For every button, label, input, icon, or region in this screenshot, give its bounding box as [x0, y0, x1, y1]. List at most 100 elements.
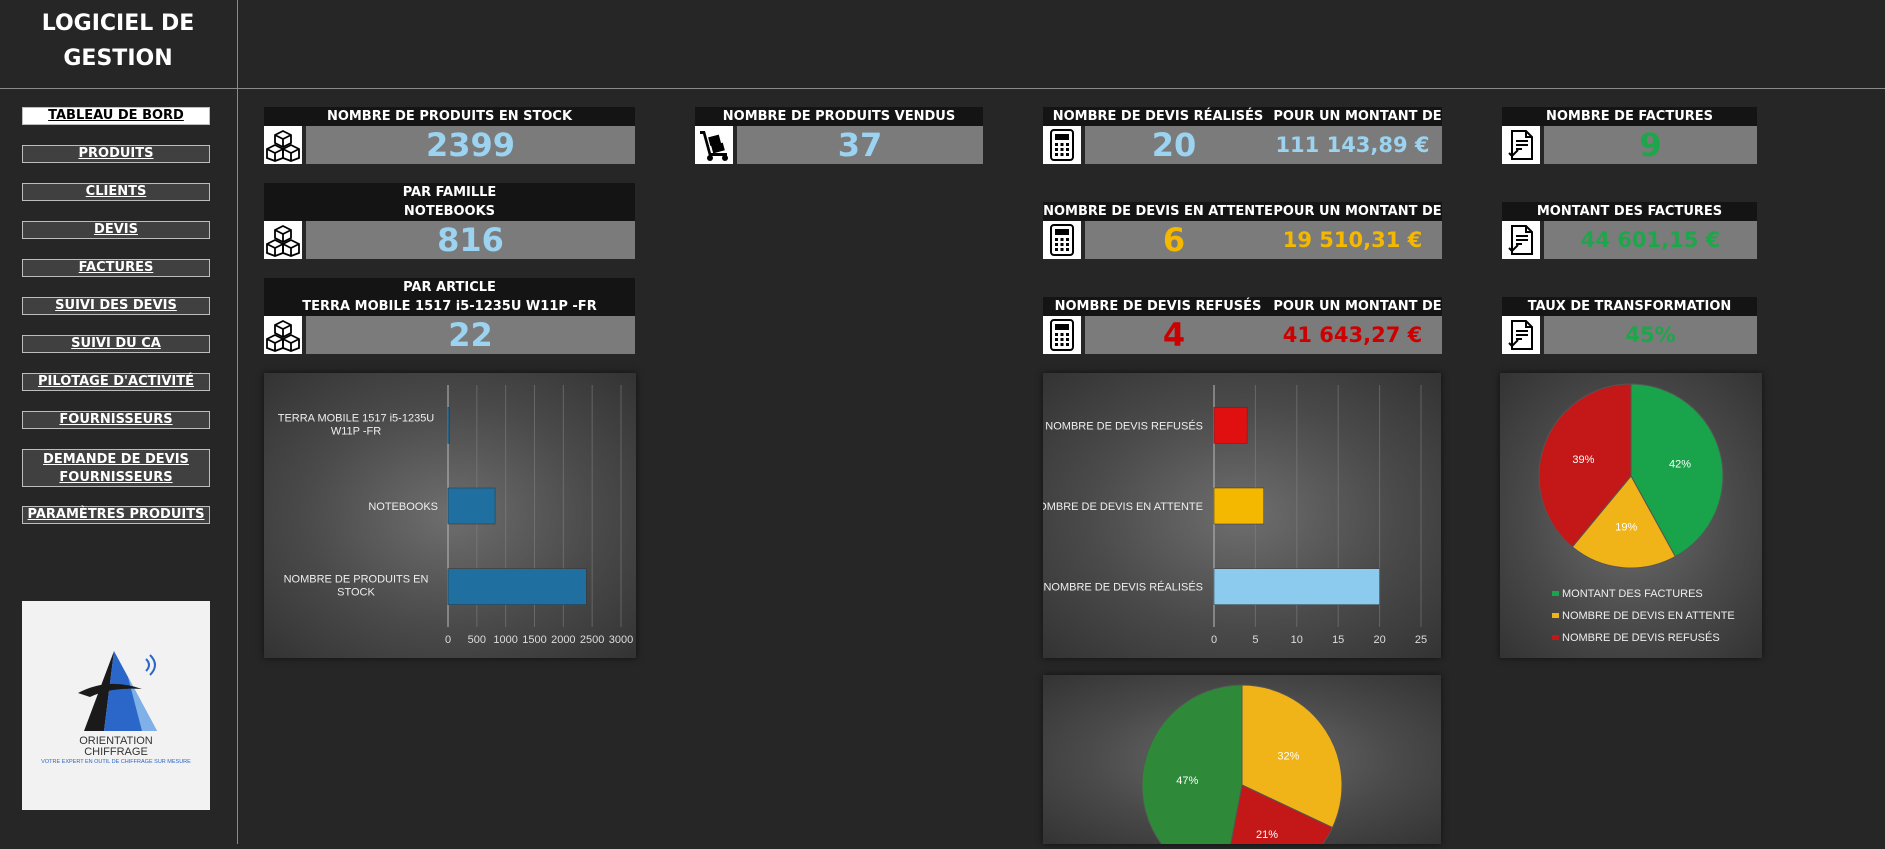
- stock-card-value: 2399: [306, 126, 635, 164]
- devis-pie-slice: [1229, 784, 1334, 849]
- factures-pie-legend-swatch: [1552, 613, 1559, 618]
- devis-realises-value: 20: [1085, 126, 1263, 164]
- calculator-icon: [1043, 316, 1081, 354]
- stock-chart-tick-label: 1500: [522, 634, 546, 646]
- devis-bar-chart: 0 5 10 15 20 25 NOMBRE DE DEVIS REFUSÉS NOMBRE …: [1030, 373, 1441, 658]
- logo-line2: CHIFFRAGE: [84, 746, 148, 758]
- factures-pie-slice: [1571, 475, 1677, 569]
- devis-chart-category-label: NOMBRE DE DEVIS RÉALISÉS: [1043, 581, 1203, 594]
- devis-bar-chart-svg: 0 5 10 15 20 25 NOMBRE DE DEVIS REFUSÉS NOMBRE …: [1030, 385, 1427, 646]
- devis-refuses-value: 4: [1085, 316, 1263, 354]
- nav-produits[interactable]: PRODUITS: [22, 145, 210, 163]
- devis-chart-tick-label: 5: [1252, 634, 1258, 646]
- app-title-line1: LOGICIEL DE: [41, 11, 195, 36]
- devis-realises-header: NOMBRE DE DEVIS RÉALISÉS POUR UN MONTANT…: [1043, 107, 1442, 126]
- nav-parametres-produits[interactable]: PARAMÈTRES PRODUITS: [22, 506, 210, 524]
- nav-tableau-de-bord[interactable]: TABLEAU DE BORD: [22, 107, 210, 125]
- devis-chart-tick-label: 20: [1373, 634, 1385, 646]
- cubes-icon: [264, 126, 302, 164]
- calculator-icon: [1043, 126, 1081, 164]
- stock-chart-tick-label: 2000: [551, 634, 575, 646]
- stock-chart-category-label: NOTEBOOKS: [368, 501, 438, 513]
- factures-pie-legend-label: NOMBRE DE DEVIS EN ATTENTE: [1562, 610, 1735, 622]
- factures-pie-pct-label: 42%: [1669, 458, 1691, 470]
- nav-suivi-du-ca[interactable]: SUIVI DU CA: [22, 335, 210, 353]
- factures-pie-slice: [1538, 383, 1632, 548]
- nav-demande-de-devis-fournisseurs[interactable]: DEMANDE DE DEVIS FOURNISSEURS: [22, 449, 210, 487]
- hand-truck-icon: [695, 126, 733, 164]
- devis-refuses-amount: 41 643,27 €: [1263, 316, 1442, 354]
- stock-chart-category-label: W11P -FR: [331, 425, 381, 437]
- devis-chart-bar: [1213, 487, 1264, 525]
- devis-chart-tick-label: 25: [1415, 634, 1427, 646]
- factures-pie-legend-swatch: [1552, 591, 1559, 596]
- factures-pie-legend-swatch: [1552, 635, 1559, 640]
- devis-chart-bar: [1213, 568, 1380, 605]
- devis-realises-label: NOMBRE DE DEVIS RÉALISÉS: [1052, 109, 1264, 124]
- devis-refuses-amount-label: POUR UN MONTANT DE: [1273, 299, 1442, 314]
- famille-card-value: 816: [306, 221, 635, 259]
- article-label2: TERRA MOBILE 1517 i5-1235U W11P -FR: [302, 299, 597, 314]
- stock-bar-chart: 0 500 1000 1500 2000 2500 3000 TERRA MOBILE 151…: [264, 373, 636, 658]
- nb-factures-header: NOMBRE DE FACTURES: [1502, 107, 1757, 126]
- stock-bar-chart-svg: 0 500 1000 1500 2000 2500 3000 TERRA MOBILE 151…: [278, 385, 633, 646]
- nav-demande-line1: DEMANDE DE DEVIS: [43, 452, 189, 467]
- devis-attente-amount: 19 510,31 €: [1263, 221, 1442, 259]
- stock-chart-tick-label: 1000: [493, 634, 517, 646]
- taux-header: TAUX DE TRANSFORMATION: [1502, 297, 1757, 316]
- nav-demande-line2: FOURNISSEURS: [59, 470, 173, 485]
- devis-pie-slice: [1241, 684, 1343, 829]
- factures-pie-legend-label: MONTANT DES FACTURES: [1562, 588, 1703, 600]
- devis-chart-bar: [1213, 407, 1248, 444]
- stock-chart-category-label: NOMBRE DE PRODUITS EN: [284, 574, 429, 586]
- devis-refuses-header: NOMBRE DE DEVIS REFUSÉS POUR UN MONTANT …: [1043, 297, 1442, 316]
- devis-attente-label: NOMBRE DE DEVIS EN ATTENTE: [1043, 204, 1273, 219]
- devis-chart-category-label: NOMBRE DE DEVIS REFUSÉS: [1045, 419, 1203, 432]
- montant-factures-header: MONTANT DES FACTURES: [1502, 202, 1757, 221]
- stock-chart-category-label: TERRA MOBILE 1517 i5-1235U: [278, 412, 435, 424]
- invoice-icon: [1502, 126, 1540, 164]
- devis-pie-pct-label: 21%: [1256, 829, 1278, 841]
- devis-attente-header: NOMBRE DE DEVIS EN ATTENTE POUR UN MONTA…: [1043, 202, 1442, 221]
- taux-value: 45%: [1544, 316, 1757, 354]
- nav-clients[interactable]: CLIENTS: [22, 183, 210, 201]
- devis-chart-category-label: NOMBRE DE DEVIS EN ATTENTE: [1043, 501, 1203, 513]
- header-divider: [0, 88, 1885, 89]
- devis-refuses-label: NOMBRE DE DEVIS REFUSÉS: [1054, 299, 1262, 314]
- stock-chart-tick-label: 500: [468, 634, 486, 646]
- devis-chart-tick-label: 10: [1291, 634, 1303, 646]
- factures-pie-pct-label: 19%: [1615, 521, 1637, 533]
- nb-factures-value: 9: [1544, 126, 1757, 164]
- logo-mark: ORIENTATION CHIFFRAGE VOTRE EXPERT EN OU…: [41, 651, 191, 765]
- devis-pie-pct-label: 47%: [1176, 775, 1198, 787]
- cubes-icon: [264, 221, 302, 259]
- famille-card-header: PAR FAMILLE NOTEBOOKS: [264, 183, 635, 221]
- stock-chart-tick-label: 3000: [609, 634, 633, 646]
- nav-factures[interactable]: FACTURES: [22, 259, 210, 277]
- app-title-line2: GESTION: [63, 46, 173, 71]
- factures-pie-legend-label: NOMBRE DE DEVIS REFUSÉS: [1562, 631, 1720, 644]
- nav-fournisseurs[interactable]: FOURNISSEURS: [22, 411, 210, 429]
- famille-label1: PAR FAMILLE: [402, 185, 497, 200]
- devis-realises-amount-label: POUR UN MONTANT DE: [1273, 109, 1442, 124]
- devis-pie-pct-label: 32%: [1277, 751, 1299, 763]
- stock-chart-tick-label: 0: [445, 634, 451, 646]
- stock-chart-bar: [447, 407, 450, 444]
- calculator-icon: [1043, 221, 1081, 259]
- nav-suivi-des-devis[interactable]: SUIVI DES DEVIS: [22, 297, 210, 315]
- vendus-card-value: 37: [737, 126, 983, 164]
- famille-label2: NOTEBOOKS: [403, 204, 496, 219]
- devis-attente-value: 6: [1085, 221, 1263, 259]
- vendus-card-header: NOMBRE DE PRODUITS VENDUS: [695, 107, 983, 126]
- article-card-value: 22: [306, 316, 635, 354]
- sidebar-divider: [237, 0, 238, 844]
- factures-pie-slice: [1630, 383, 1724, 558]
- devis-chart-tick-label: 15: [1332, 634, 1344, 646]
- nav-devis[interactable]: DEVIS: [22, 221, 210, 239]
- devis-realises-amount: 111 143,89 €: [1263, 126, 1442, 164]
- nav-pilotage-activite[interactable]: PILOTAGE D'ACTIVITÉ: [22, 373, 210, 391]
- invoice-icon: [1502, 316, 1540, 354]
- cubes-icon: [264, 316, 302, 354]
- article-card-header: PAR ARTICLE TERRA MOBILE 1517 i5-1235U W…: [264, 278, 635, 316]
- factures-pie-chart-svg: 42% 19% 39% MONTANT DES FACTURES NOMBRE DE D…: [1538, 383, 1735, 644]
